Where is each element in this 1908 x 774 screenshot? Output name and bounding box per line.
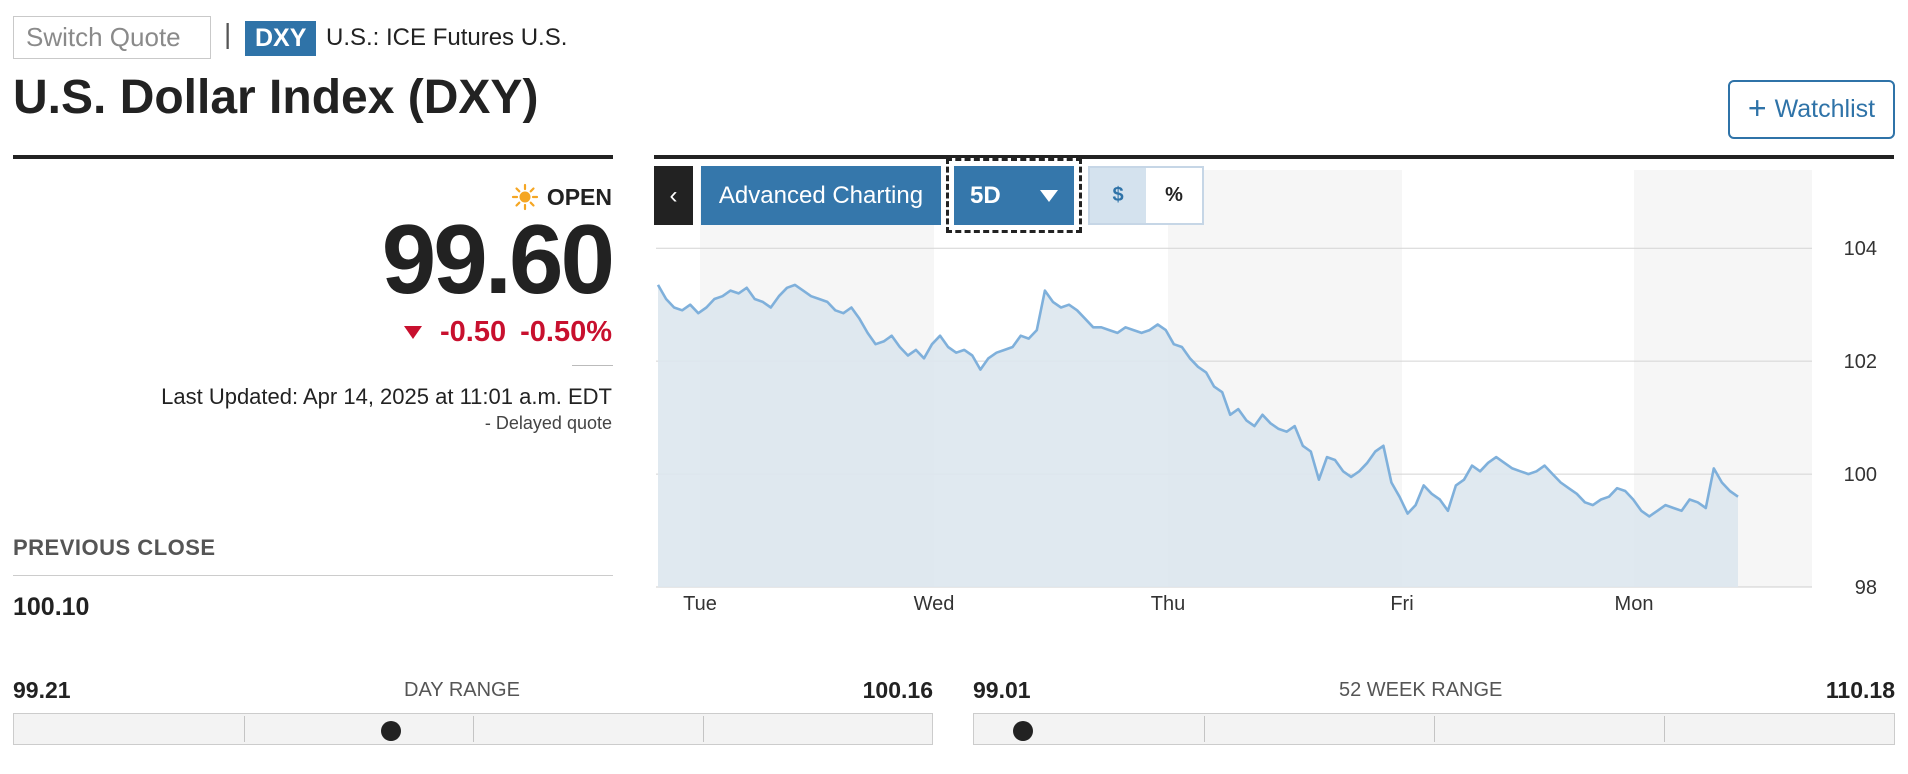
unit-dollar-button[interactable]: $ [1090, 168, 1146, 223]
period-dropdown[interactable]: 5D [946, 158, 1082, 233]
series-line [656, 283, 1739, 518]
quote-separator [572, 365, 613, 366]
previous-close-divider [13, 575, 613, 576]
switch-quote-input[interactable] [13, 16, 211, 59]
week52-range-marker [1012, 721, 1033, 741]
series-area [658, 284, 1738, 587]
delayed-quote-note: - Delayed quote [484, 413, 612, 433]
x-tick-label: Thu [1151, 593, 1185, 615]
week52-range-high: 110.18 [1825, 677, 1895, 703]
market-status: OPEN [511, 183, 612, 211]
range-tick [243, 716, 245, 742]
x-tick-label: Mon [1615, 593, 1654, 615]
range-tick [1204, 716, 1205, 742]
week52-range-bar [973, 713, 1895, 745]
price-change: -0.50 -0.50% [404, 316, 612, 349]
chevron-left-icon: ‹ [669, 181, 678, 209]
range-tick [1664, 716, 1665, 742]
period-label: 5D [970, 181, 1001, 209]
range-tick [473, 716, 474, 742]
x-tick-label: Fri [1390, 593, 1413, 615]
x-tick-label: Tue [683, 593, 717, 615]
week52-range-low: 99.01 [973, 677, 1031, 703]
unit-percent-button[interactable]: % [1146, 168, 1202, 223]
header-separator: | [224, 18, 232, 49]
range-tick [1434, 716, 1435, 742]
plus-icon: + [1747, 90, 1767, 126]
exchange-label: U.S.: ICE Futures U.S. [326, 24, 568, 51]
y-tick-label: 98 [1855, 577, 1877, 599]
day-range-low: 99.21 [13, 677, 71, 703]
chart-back-button[interactable]: ‹ [654, 166, 693, 225]
advanced-charting-button[interactable]: Advanced Charting [701, 166, 941, 225]
chart-divider [654, 155, 1894, 159]
y-tick-label: 102 [1844, 351, 1877, 373]
y-tick-label: 104 [1844, 238, 1877, 260]
day-range-marker [380, 721, 401, 741]
y-tick-label: 100 [1844, 464, 1877, 486]
change-value: -0.50 [440, 316, 507, 348]
page-title: U.S. Dollar Index (DXY) [13, 71, 539, 124]
change-percent: -0.50% [520, 316, 612, 348]
sun-icon [511, 183, 538, 211]
day-range-bar [13, 713, 933, 745]
down-triangle-icon [404, 326, 422, 339]
price-chart: 104 102 100 98 Tue Wed Thu Fri Mon [656, 170, 1877, 615]
ticker-badge: DXY [245, 21, 317, 56]
previous-close-label: PREVIOUS CLOSE [13, 535, 216, 560]
quote-divider [13, 155, 613, 159]
range-tick [702, 716, 704, 742]
last-price: 99.60 [381, 204, 615, 314]
watchlist-label: Watchlist [1774, 95, 1876, 123]
x-tick-label: Wed [914, 593, 955, 615]
chevron-down-icon [1040, 189, 1058, 202]
last-updated: Last Updated: Apr 14, 2025 at 11:01 a.m.… [161, 384, 612, 409]
chart-toolbar: ‹ Advanced Charting 5D $ % [654, 158, 1204, 233]
add-to-watchlist-button[interactable]: + Watchlist [1728, 80, 1895, 139]
unit-toggle: $ % [1088, 166, 1204, 225]
day-range-label: DAY RANGE [404, 679, 520, 701]
day-range-high: 100.16 [862, 677, 933, 703]
market-status-label: OPEN [546, 183, 612, 210]
week52-range-label: 52 WEEK RANGE [1339, 679, 1503, 701]
previous-close-value: 100.10 [13, 593, 90, 621]
